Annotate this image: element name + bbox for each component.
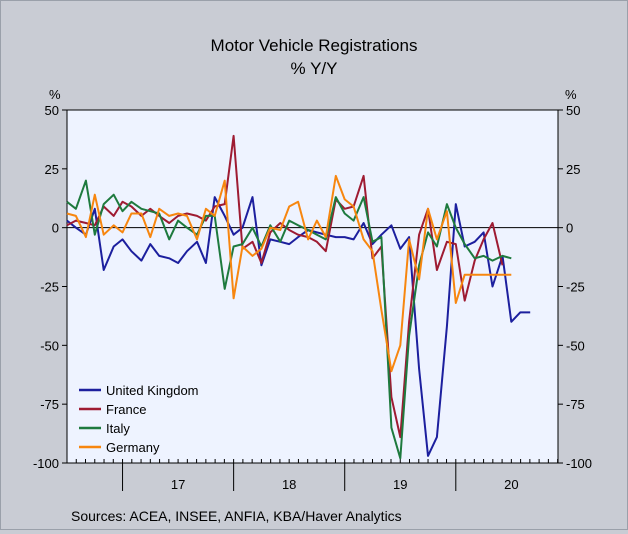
- right-y-tick-label: -100: [566, 456, 592, 471]
- chart-title: Motor Vehicle Registrations: [211, 36, 418, 55]
- left-y-tick-label: -50: [40, 338, 59, 353]
- left-y-tick-label: -25: [40, 280, 59, 295]
- x-tick-label: 18: [282, 477, 296, 492]
- left-axis-unit: %: [49, 87, 61, 102]
- series-line-italy: [66, 179, 512, 460]
- right-y-tick-label: 0: [566, 221, 573, 236]
- legend: United Kingdom France Italy Germany: [79, 383, 199, 455]
- series-line-united-kingdom: [66, 196, 531, 457]
- x-tick-label: 19: [393, 477, 407, 492]
- right-y-axis: 50 25 0 -25 -50 -75 -100: [558, 103, 592, 471]
- left-y-tick-label: 25: [45, 162, 59, 177]
- left-y-tick-label: 0: [52, 221, 59, 236]
- legend-label: Italy: [106, 421, 130, 436]
- right-y-tick-label: 50: [566, 103, 580, 118]
- right-axis-unit: %: [565, 87, 577, 102]
- right-y-tick-label: -50: [566, 338, 585, 353]
- series-line-germany: [66, 174, 512, 373]
- left-y-axis: 50 25 0 -25 -50 -75 -100: [33, 103, 67, 471]
- right-y-tick-label: -25: [566, 280, 585, 295]
- legend-label: United Kingdom: [106, 383, 199, 398]
- legend-label: France: [106, 402, 146, 417]
- left-y-tick-label: 50: [45, 103, 59, 118]
- plot-area: [66, 109, 559, 464]
- left-y-tick-label: -100: [33, 456, 59, 471]
- right-y-tick-label: -75: [566, 397, 585, 412]
- chart-subtitle: % Y/Y: [291, 59, 338, 78]
- source-note: Sources: ACEA, INSEE, ANFIA, KBA/Haver A…: [71, 508, 402, 524]
- left-y-tick-label: -75: [40, 397, 59, 412]
- x-axis: 17 18 19 20: [66, 459, 559, 492]
- x-tick-label: 17: [171, 477, 185, 492]
- right-y-tick-label: 25: [566, 162, 580, 177]
- series-lines: [66, 134, 531, 460]
- x-tick-label: 20: [504, 477, 518, 492]
- legend-label: Germany: [106, 440, 160, 455]
